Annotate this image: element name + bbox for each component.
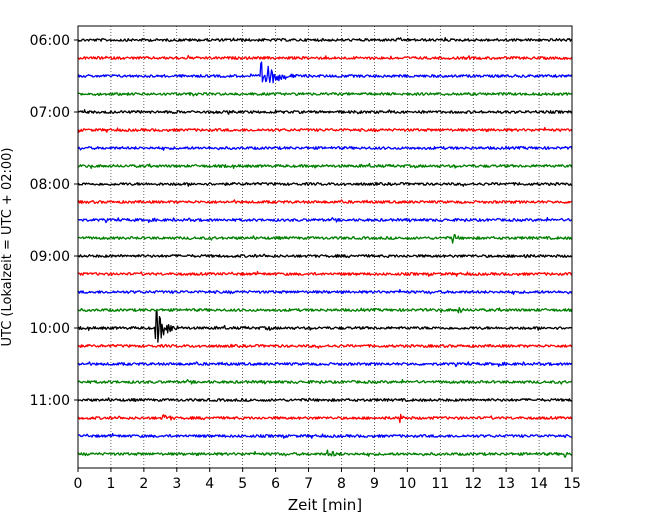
x-tick-label-6: 6	[271, 476, 280, 492]
x-tick-label-2: 2	[139, 476, 148, 492]
x-tick-label-12: 12	[464, 476, 482, 492]
trace-0730	[77, 145, 573, 151]
x-axis-ticks: 0 1 2 3 4 5 6 7 8 9 10 11 12 13 14 15	[74, 468, 581, 492]
trace-1015	[77, 343, 573, 349]
x-tick-label-3: 3	[172, 476, 181, 492]
x-tick-label-7: 7	[304, 476, 313, 492]
plot-background	[78, 26, 572, 468]
y-tick-label-0600: 06:00	[30, 33, 70, 49]
x-tick-label-10: 10	[398, 476, 416, 492]
x-tick-label-9: 9	[370, 476, 379, 492]
trace-1000	[77, 310, 573, 343]
trace-0700	[77, 109, 573, 115]
y-axis-ticks: 06:00 07:00 08:00 09:00 10:00 11:00	[30, 33, 78, 409]
y-tick-label-0700: 07:00	[30, 105, 70, 121]
y-axis-label: UTC (Lokalzeit = UTC + 02:00)	[0, 148, 15, 347]
seismic-traces	[77, 37, 573, 458]
x-tick-label-4: 4	[205, 476, 214, 492]
x-tick-label-13: 13	[497, 476, 515, 492]
trace-1100	[77, 397, 573, 402]
trace-1130	[77, 432, 572, 439]
trace-0715	[77, 126, 573, 133]
plot-border	[77, 25, 573, 469]
y-tick-label-0800: 08:00	[30, 177, 70, 193]
trace-0615	[77, 54, 573, 61]
trace-0830	[77, 216, 573, 224]
trace-0930	[77, 288, 573, 295]
trace-0800	[77, 181, 573, 187]
trace-0945	[77, 307, 573, 314]
x-axis-label: Zeit [min]	[288, 496, 362, 514]
y-tick-label-1100: 11:00	[30, 393, 70, 409]
x-tick-label-8: 8	[337, 476, 346, 492]
y-tick-label-0900: 09:00	[30, 249, 70, 265]
trace-1145	[77, 449, 573, 458]
x-tick-label-15: 15	[563, 476, 581, 492]
x-tick-label-1: 1	[106, 476, 115, 492]
trace-0745	[77, 162, 573, 170]
trace-0815	[77, 199, 573, 204]
trace-0645	[77, 91, 573, 97]
trace-0630	[77, 61, 573, 84]
trace-1045	[77, 378, 573, 385]
x-tick-label-5: 5	[238, 476, 247, 492]
trace-1115	[77, 413, 573, 424]
trace-0845	[77, 233, 573, 244]
trace-0600	[77, 37, 573, 42]
y-tick-label-1000: 10:00	[30, 321, 70, 337]
trace-0915	[77, 270, 573, 277]
plot-frame	[77, 25, 573, 469]
x-tick-label-11: 11	[431, 476, 449, 492]
trace-0900	[77, 253, 573, 259]
plot-area	[78, 26, 572, 468]
trace-1030	[77, 361, 573, 368]
x-tick-label-14: 14	[530, 476, 548, 492]
x-tick-label-0: 0	[74, 476, 83, 492]
